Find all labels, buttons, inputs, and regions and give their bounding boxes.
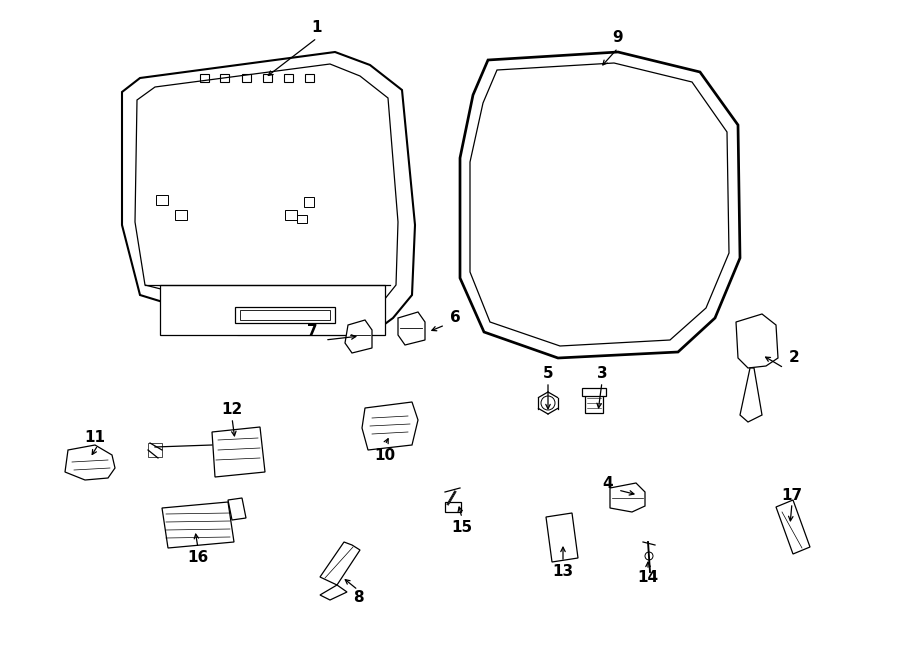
Text: 6: 6: [450, 311, 461, 325]
Polygon shape: [776, 500, 810, 554]
Bar: [297, 215, 307, 223]
Bar: [263, 74, 272, 82]
Polygon shape: [362, 402, 418, 450]
Text: 16: 16: [187, 551, 209, 566]
Bar: [148, 443, 162, 457]
Text: 14: 14: [637, 570, 659, 586]
Polygon shape: [320, 585, 347, 600]
Text: 15: 15: [452, 520, 472, 535]
Polygon shape: [228, 498, 246, 520]
Polygon shape: [122, 52, 415, 335]
Bar: [156, 195, 168, 205]
Polygon shape: [212, 427, 265, 477]
Polygon shape: [162, 502, 234, 548]
Bar: [175, 210, 187, 220]
Bar: [200, 74, 209, 82]
Polygon shape: [610, 483, 645, 512]
Bar: [445, 502, 461, 512]
Text: 3: 3: [597, 366, 608, 381]
Bar: [582, 388, 606, 396]
Text: 1: 1: [311, 20, 322, 36]
Polygon shape: [546, 513, 578, 562]
Bar: [585, 393, 603, 413]
Polygon shape: [345, 320, 372, 353]
Text: 8: 8: [353, 590, 364, 605]
Bar: [240, 310, 330, 320]
Bar: [304, 197, 314, 207]
Text: 17: 17: [781, 488, 803, 502]
Text: 4: 4: [603, 475, 613, 490]
Polygon shape: [160, 285, 385, 335]
Text: 7: 7: [307, 325, 318, 340]
Polygon shape: [736, 314, 778, 368]
Text: 5: 5: [543, 366, 553, 381]
Text: 10: 10: [374, 447, 396, 463]
Text: 9: 9: [613, 30, 624, 46]
Bar: [284, 74, 293, 82]
Bar: [285, 210, 297, 220]
Text: 2: 2: [788, 350, 799, 366]
Text: 11: 11: [85, 430, 105, 444]
Bar: [242, 74, 251, 82]
Bar: [220, 74, 229, 82]
Polygon shape: [320, 542, 360, 585]
Bar: [235, 307, 335, 323]
Polygon shape: [65, 445, 115, 480]
Text: 12: 12: [221, 403, 243, 418]
Polygon shape: [398, 312, 425, 345]
Bar: [305, 74, 314, 82]
Text: 13: 13: [553, 564, 573, 580]
Polygon shape: [740, 368, 762, 422]
Polygon shape: [460, 52, 740, 358]
